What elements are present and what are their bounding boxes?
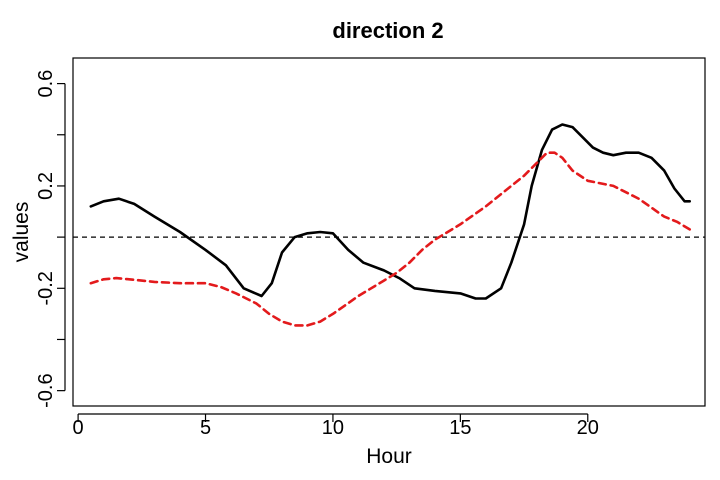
x-tick-label: 5 (200, 417, 211, 439)
x-tick-label: 10 (322, 417, 344, 439)
y-axis-label: values (10, 202, 33, 263)
y-tick-label: 0.6 (35, 70, 57, 98)
series-line-1 (89, 123, 692, 300)
series-line-2 (89, 151, 692, 327)
y-tick-label: 0.2 (35, 172, 57, 200)
axes: 0 5 10 15 20 -0.6 -0.2 0.2 0.6 (35, 70, 599, 439)
x-tick-label: 15 (449, 417, 471, 439)
y-tick-label: -0.2 (35, 271, 57, 305)
plot-area (73, 123, 705, 327)
y-tick-label: -0.6 (35, 373, 57, 407)
x-axis-label: Hour (366, 445, 412, 468)
plot-frame (72, 57, 706, 407)
x-tick-label: 20 (577, 417, 599, 439)
x-tick-label: 0 (73, 417, 84, 439)
chart-title: direction 2 (332, 18, 443, 43)
